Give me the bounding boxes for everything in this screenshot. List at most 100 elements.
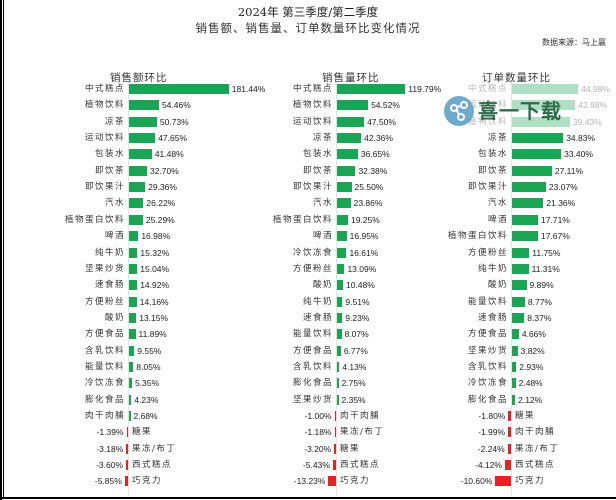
category-label: 即饮果汁 — [292, 182, 333, 193]
data-source: 数据来源：马上赢 — [542, 38, 606, 47]
bar — [129, 116, 157, 127]
bar — [337, 263, 345, 274]
category-label: 啤酒 — [104, 231, 125, 242]
bar — [126, 460, 128, 471]
category-label: 方便食品 — [292, 345, 333, 356]
bar — [512, 296, 525, 307]
category-label: 方便粉丝 — [467, 247, 508, 258]
value-label: 47.50% — [367, 116, 396, 127]
bar — [337, 361, 340, 372]
value-label: 23.86% — [353, 198, 383, 209]
value-label: 4.23% — [134, 394, 159, 405]
category-label: 植物饮料 — [467, 116, 508, 127]
category-label: 含乳饮料 — [84, 345, 125, 356]
category-label: 冷饮冻食 — [467, 378, 508, 389]
value-label: 9.51% — [345, 296, 370, 307]
category-label: 植物饮料 — [292, 100, 333, 111]
value-label: 17.67% — [540, 231, 570, 242]
bar — [129, 198, 144, 209]
category-label: 膨化食品 — [292, 378, 333, 389]
category-label: 速食肠 — [94, 280, 125, 291]
category-label: 凉茶 — [487, 133, 508, 144]
category-label: 膨化食品 — [84, 394, 125, 405]
panel-title: 订单数量环比 — [482, 72, 551, 84]
value-label: 25.29% — [145, 214, 175, 225]
value-label: -3.20% — [304, 443, 332, 454]
category-label: 运动饮料 — [292, 116, 333, 127]
bar — [328, 476, 336, 487]
value-label: 14.16% — [139, 296, 169, 307]
bar — [512, 198, 544, 209]
category-label: 运动饮料 — [84, 133, 125, 144]
category-label: 能量饮料 — [84, 361, 125, 372]
category-label: 含乳饮料 — [467, 361, 508, 372]
bar — [337, 84, 406, 94]
panel-title: 销售额环比 — [110, 72, 168, 84]
bar — [129, 280, 138, 291]
value-label: 23.07% — [548, 182, 578, 193]
watermark-text: 喜一下载 — [478, 99, 562, 123]
chart-title: 2024年 第三季度/第二季度 — [237, 5, 379, 19]
bar — [512, 165, 552, 176]
value-label: -1.00% — [304, 411, 332, 421]
category-label: 中式糕点 — [292, 84, 333, 94]
value-label: 34.83% — [566, 133, 596, 144]
category-label: 巧克力 — [340, 476, 371, 487]
value-label: 9.23% — [345, 312, 370, 323]
bar — [512, 100, 576, 111]
bar — [512, 182, 546, 193]
category-label: 酸奶 — [312, 280, 333, 291]
value-label: 19.25% — [350, 214, 380, 225]
category-label: 即饮茶 — [477, 165, 508, 176]
bar — [508, 411, 511, 421]
value-label: 2.68% — [133, 411, 158, 421]
bar — [337, 214, 348, 225]
value-label: 181.44% — [231, 84, 266, 94]
zero-axis-line — [511, 82, 512, 495]
watermark: 喜一下载 — [442, 93, 562, 127]
category-label: 含乳饮料 — [292, 361, 333, 372]
category-label: 糖果 — [340, 443, 361, 454]
value-label: -3.60% — [96, 460, 124, 471]
category-label: 果冻/布丁 — [515, 443, 560, 454]
category-label: 啤酒 — [312, 231, 333, 242]
bar — [512, 247, 530, 258]
value-label: 32.38% — [358, 165, 388, 176]
category-label: 坚果炒货 — [84, 263, 125, 274]
category-label: 凉茶 — [104, 116, 125, 127]
value-label: -10.60% — [460, 476, 493, 487]
category-label: 速食肠 — [302, 312, 333, 323]
bar — [337, 198, 351, 209]
bar — [129, 361, 134, 372]
bar — [337, 394, 339, 405]
value-label: 44.98% — [581, 84, 610, 94]
bar — [129, 329, 136, 340]
value-label: 8.77% — [527, 296, 552, 307]
value-label: 9.89% — [529, 280, 554, 291]
category-label: 糖果 — [132, 427, 153, 438]
value-label: 2.75% — [341, 378, 366, 389]
bar — [508, 427, 511, 438]
value-label: 2.93% — [519, 361, 544, 372]
zero-axis-line — [336, 82, 337, 495]
category-label: 中式糕点 — [84, 84, 125, 94]
value-label: 13.15% — [139, 312, 169, 323]
value-label: 2.35% — [341, 394, 366, 405]
category-label: 即饮果汁 — [467, 182, 508, 193]
category-label: 冷饮冻食 — [292, 247, 333, 258]
value-label: 50.73% — [159, 116, 189, 127]
bar — [512, 312, 525, 323]
bar — [129, 345, 135, 356]
value-label: 16.98% — [141, 231, 171, 242]
bar — [337, 116, 365, 127]
value-label: 36.65% — [360, 149, 390, 160]
value-label: 9.55% — [137, 345, 162, 356]
bar — [129, 411, 131, 421]
category-label: 汽水 — [104, 198, 125, 209]
value-label: -5.85% — [94, 476, 122, 487]
bar — [337, 378, 339, 389]
value-label: 13.09% — [347, 263, 377, 274]
category-label: 果冻/布丁 — [132, 443, 177, 454]
bar — [337, 100, 369, 111]
category-label: 膨化食品 — [467, 394, 508, 405]
